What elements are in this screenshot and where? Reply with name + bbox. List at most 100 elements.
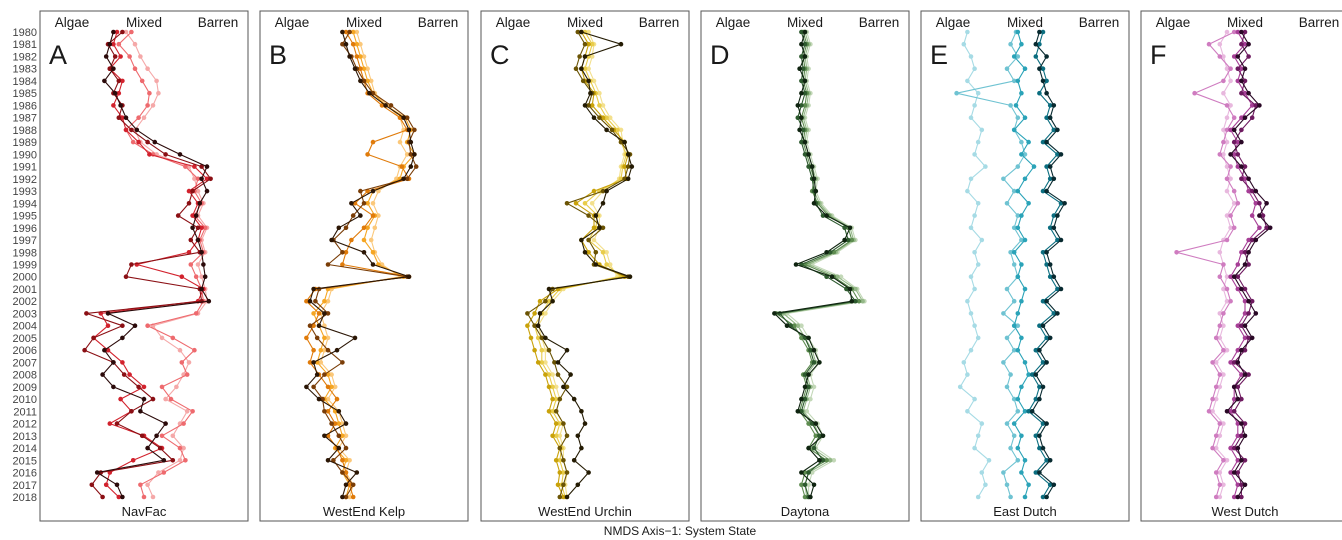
- data-point: [817, 360, 822, 365]
- panel-letter: A: [49, 40, 67, 70]
- data-point: [175, 213, 181, 218]
- data-point: [186, 188, 192, 194]
- data-point: [1239, 323, 1244, 329]
- data-point: [1055, 286, 1060, 292]
- data-point: [1044, 250, 1049, 255]
- data-point: [304, 335, 309, 341]
- data-point: [813, 421, 819, 426]
- data-point: [550, 396, 555, 402]
- data-point: [1242, 41, 1248, 47]
- data-point: [118, 103, 123, 108]
- data-point: [123, 115, 129, 120]
- data-point: [582, 66, 588, 71]
- x-axis-label: NMDS Axis−1: System State: [604, 524, 757, 538]
- data-point: [1228, 470, 1233, 475]
- data-point: [150, 396, 156, 402]
- series: [954, 29, 1028, 500]
- data-point: [1235, 470, 1241, 475]
- data-point: [1213, 494, 1219, 500]
- data-point: [1246, 372, 1251, 377]
- data-point: [561, 458, 566, 463]
- data-point: [557, 458, 563, 463]
- data-point: [1210, 445, 1215, 451]
- data-point: [968, 347, 974, 353]
- data-point: [1044, 139, 1049, 145]
- data-point: [358, 41, 363, 47]
- data-point: [1239, 115, 1244, 120]
- data-point: [1228, 409, 1233, 414]
- data-point: [811, 347, 817, 353]
- data-point: [190, 213, 195, 218]
- data-point: [799, 323, 804, 329]
- data-point: [361, 54, 367, 59]
- year-tick-label: 2004: [13, 321, 37, 333]
- data-point: [579, 66, 584, 71]
- data-point: [609, 127, 615, 133]
- data-point: [370, 188, 376, 194]
- data-point: [183, 164, 188, 169]
- data-point: [847, 286, 853, 292]
- data-point: [1008, 372, 1013, 377]
- data-point: [159, 335, 165, 341]
- data-point: [1257, 213, 1262, 218]
- data-point: [564, 347, 570, 353]
- data-point: [564, 201, 570, 206]
- data-point: [806, 372, 811, 377]
- year-tick-label: 2005: [13, 333, 37, 345]
- data-point: [618, 41, 624, 47]
- data-point: [195, 225, 201, 231]
- data-point: [329, 372, 334, 377]
- panel-letter: B: [269, 40, 287, 70]
- data-point: [103, 54, 109, 59]
- data-point: [116, 115, 122, 120]
- data-point: [1029, 372, 1035, 377]
- data-point: [806, 445, 811, 451]
- data-point: [824, 250, 829, 255]
- data-point: [331, 458, 336, 463]
- data-point: [571, 458, 577, 463]
- data-point: [795, 103, 801, 108]
- data-point: [1239, 347, 1244, 353]
- data-point: [102, 78, 107, 84]
- data-point: [361, 225, 367, 231]
- data-point: [975, 90, 981, 96]
- data-point: [1239, 372, 1244, 377]
- data-point: [370, 90, 376, 96]
- year-tick-label: 1988: [13, 125, 37, 137]
- data-point: [347, 54, 352, 59]
- data-point: [354, 470, 360, 475]
- data-point: [183, 458, 188, 463]
- data-point: [593, 250, 599, 255]
- data-point: [1221, 482, 1226, 488]
- data-point: [820, 433, 826, 439]
- data-point: [1246, 311, 1251, 316]
- series: [307, 29, 419, 500]
- data-point: [1019, 41, 1024, 47]
- data-point: [1246, 90, 1251, 96]
- panel-frame: [259, 10, 469, 522]
- panel-frame: [480, 10, 690, 522]
- data-point: [965, 188, 970, 194]
- data-point: [604, 115, 609, 120]
- data-point: [1055, 152, 1060, 157]
- panel-f: Algae Mixed Barren F West Dutch: [1140, 10, 1342, 522]
- data-point: [329, 237, 334, 243]
- data-point: [1011, 421, 1017, 426]
- year-tick-label: 2009: [13, 382, 37, 394]
- data-point: [1239, 90, 1244, 96]
- data-point: [322, 409, 327, 414]
- data-point: [802, 139, 808, 145]
- data-point: [1221, 286, 1226, 292]
- data-point: [853, 286, 858, 292]
- data-point: [82, 347, 87, 353]
- data-point: [1015, 54, 1021, 59]
- data-point: [157, 445, 163, 451]
- data-point: [1231, 384, 1237, 390]
- data-point: [539, 335, 545, 341]
- data-point: [582, 41, 588, 47]
- data-point: [1037, 396, 1042, 402]
- data-point: [1015, 29, 1021, 35]
- data-point: [370, 201, 376, 206]
- data-point: [579, 29, 584, 35]
- data-point: [1228, 298, 1233, 304]
